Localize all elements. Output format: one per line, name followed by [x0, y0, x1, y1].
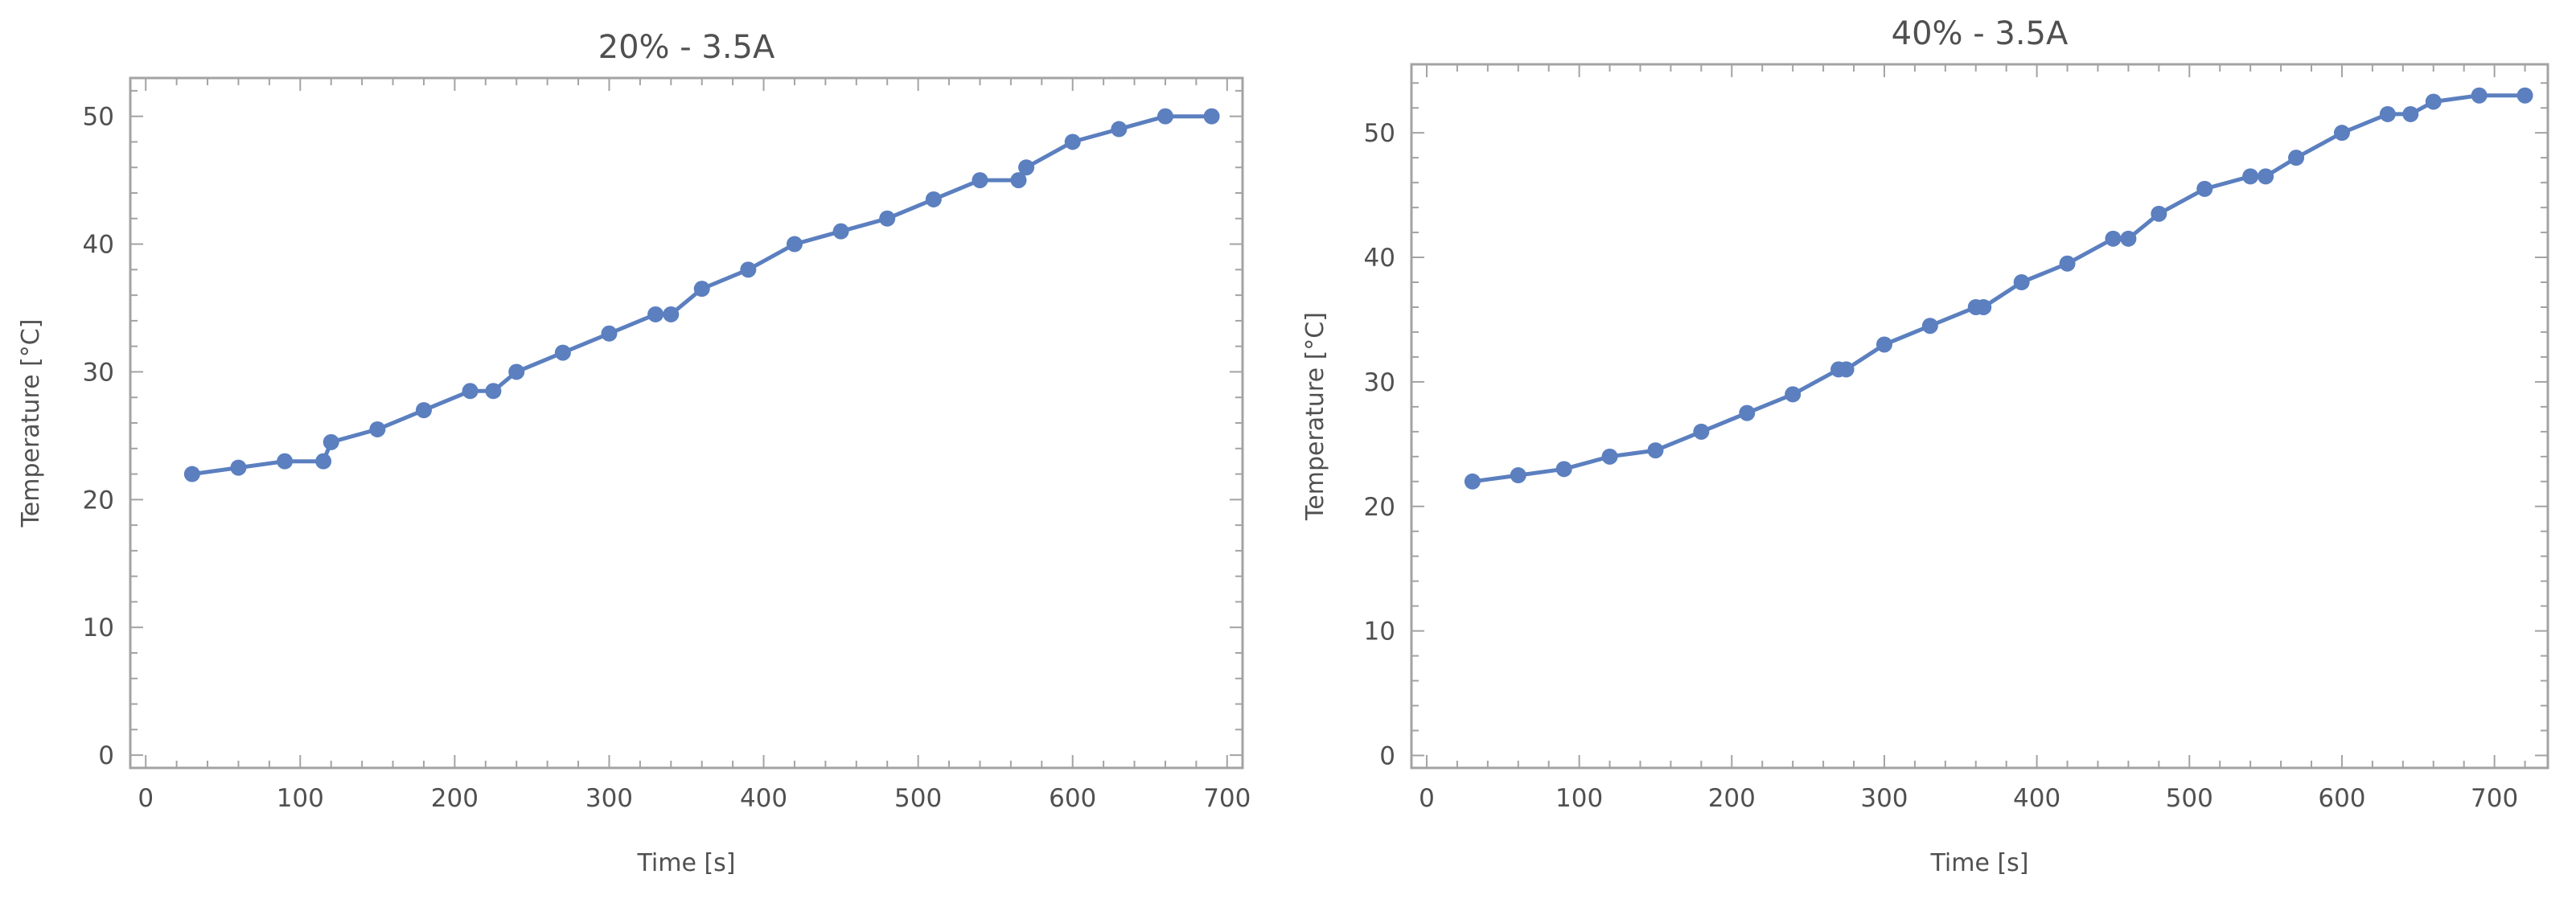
y-tick-label: 0 [1379, 742, 1395, 771]
x-tick-label: 600 [1049, 784, 1096, 813]
y-tick-label: 20 [1364, 493, 1395, 522]
data-point [1739, 404, 1756, 421]
data-point [485, 383, 502, 400]
data-point [2151, 205, 2167, 222]
x-tick-label: 700 [1203, 784, 1251, 813]
x-tick-label: 0 [1419, 784, 1435, 813]
data-point [2120, 230, 2137, 247]
data-point [315, 453, 332, 470]
data-point [1975, 298, 1992, 315]
data-point [601, 325, 618, 342]
y-tick-label: 10 [1364, 618, 1395, 646]
data-point [663, 306, 680, 322]
data-point [1157, 108, 1173, 125]
data-point [462, 383, 479, 400]
x-tick-label: 600 [2318, 784, 2365, 813]
chart-2: 0 100 200 300 400 500 600 700 0 10 20 30 40 50 40% - 3… [1301, 15, 2549, 877]
x-tick-label: 700 [2471, 784, 2518, 813]
data-point [554, 344, 571, 361]
data-point [508, 363, 525, 380]
data-point [2258, 168, 2274, 185]
data-point [183, 466, 200, 482]
data-point [925, 191, 942, 207]
x-tick-label: 0 [138, 784, 154, 813]
chart-title: 20% - 3.5A [598, 29, 775, 66]
x-tick-label: 500 [894, 784, 942, 813]
data-point [1693, 423, 1710, 440]
data-point [2242, 168, 2259, 185]
data-point [2105, 230, 2122, 247]
x-tick-label: 200 [1708, 784, 1756, 813]
x-tick-label: 100 [1555, 784, 1603, 813]
y-tick-label: 50 [83, 103, 114, 132]
y-axis-label: Temperature [°C] [1301, 312, 1329, 521]
y-tick-label: 40 [83, 231, 114, 260]
data-point [832, 223, 849, 240]
data-point [2516, 87, 2533, 104]
x-tick-label: 500 [2166, 784, 2213, 813]
data-point [1010, 172, 1027, 189]
x-axis-label: Time [s] [637, 849, 736, 877]
data-point [1464, 473, 1481, 490]
y-tick-label: 10 [83, 614, 114, 642]
data-point [740, 261, 757, 278]
plot-frame [1410, 63, 2549, 770]
data-point [693, 281, 710, 298]
chart-1: 0 100 200 300 400 500 600 700 0 10 20 30 40 50 20% - 3… [17, 29, 1251, 877]
x-tick-label: 300 [585, 784, 633, 813]
x-tick-label: 200 [431, 784, 479, 813]
data-point [1510, 467, 1526, 484]
x-axis-label: Time [s] [1930, 849, 2029, 877]
data-point [786, 236, 803, 252]
x-tick-label: 400 [2013, 784, 2060, 813]
y-tick-label: 20 [83, 486, 114, 515]
data-point [1111, 121, 1128, 138]
data-point [1064, 133, 1081, 150]
x-tick-label: 400 [740, 784, 787, 813]
data-point [1921, 318, 1938, 335]
data-point [879, 210, 896, 227]
data-point [277, 453, 294, 470]
data-point [2379, 105, 2396, 122]
y-tick-label: 50 [1364, 119, 1395, 148]
data-point [1838, 361, 1855, 378]
data-point [323, 433, 339, 450]
chart-title: 40% - 3.5A [1892, 15, 2069, 52]
data-point [415, 402, 432, 419]
data-point [230, 459, 247, 476]
series-line [1470, 93, 2528, 484]
data-point [2402, 105, 2419, 122]
y-tick-label: 40 [1364, 244, 1395, 273]
data-point [1647, 442, 1664, 459]
x-tick-label: 300 [1860, 784, 1908, 813]
data-point [1601, 448, 1618, 465]
data-point [2013, 274, 2030, 291]
data-point [972, 172, 988, 189]
data-point [1785, 386, 1802, 403]
data-point [369, 421, 386, 437]
data-point [1203, 108, 1220, 125]
data-point [2196, 180, 2213, 197]
data-point [2471, 87, 2488, 104]
data-point [2288, 150, 2305, 166]
x-tick-label: 100 [277, 784, 324, 813]
data-point [2059, 255, 2076, 272]
plot-frame [129, 76, 1244, 770]
data-point [1018, 159, 1035, 176]
data-point [2333, 125, 2350, 142]
data-point [2425, 93, 2442, 110]
data-point [1555, 461, 1572, 478]
y-axis-label: Temperature [°C] [17, 319, 45, 528]
y-tick-label: 30 [83, 358, 114, 387]
data-point [647, 306, 664, 322]
y-tick-label: 0 [98, 741, 114, 770]
y-tick-label: 30 [1364, 368, 1395, 397]
data-point [1876, 336, 1892, 353]
